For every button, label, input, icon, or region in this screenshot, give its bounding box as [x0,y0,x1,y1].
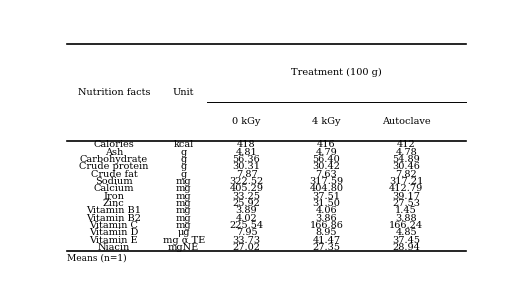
Text: 317.21: 317.21 [389,177,423,186]
Text: 3.86: 3.86 [316,214,337,223]
Text: 418: 418 [237,140,256,149]
Text: Crude fat: Crude fat [90,170,137,179]
Text: Niacin: Niacin [98,243,130,252]
Text: 412: 412 [397,140,415,149]
Text: 28.94: 28.94 [392,243,420,252]
Text: Ash: Ash [105,148,123,157]
Text: 404.80: 404.80 [309,184,343,193]
Text: Vitamin D: Vitamin D [89,228,139,237]
Text: Iron: Iron [103,192,124,201]
Text: mg α TE: mg α TE [163,236,205,244]
Text: mg: mg [176,206,191,215]
Text: 3.88: 3.88 [395,214,417,223]
Text: Crude protein: Crude protein [79,162,149,171]
Text: 33.25: 33.25 [232,192,261,201]
Text: 7.82: 7.82 [395,170,417,179]
Text: 41.47: 41.47 [313,236,341,244]
Text: 7.87: 7.87 [236,170,257,179]
Text: Zinc: Zinc [103,199,125,208]
Text: mg: mg [176,177,191,186]
Text: Vitamin C: Vitamin C [89,221,138,230]
Text: g: g [180,170,187,179]
Text: 27.35: 27.35 [313,243,341,252]
Text: 37.51: 37.51 [313,192,341,201]
Text: Unit: Unit [173,88,194,97]
Text: mg: mg [176,192,191,201]
Text: Autoclave: Autoclave [382,117,431,126]
Text: 166.24: 166.24 [389,221,423,230]
Text: 27.02: 27.02 [232,243,261,252]
Text: 166.86: 166.86 [309,221,343,230]
Text: 30.42: 30.42 [313,162,341,171]
Text: 4.02: 4.02 [236,214,257,223]
Text: mgNE: mgNE [168,243,199,252]
Text: Carbohydrate: Carbohydrate [80,155,148,164]
Text: 54.89: 54.89 [392,155,420,164]
Text: μg: μg [177,228,190,237]
Text: g: g [180,162,187,171]
Text: 30.31: 30.31 [232,162,261,171]
Text: 412.79: 412.79 [389,184,423,193]
Text: 8.95: 8.95 [316,228,337,237]
Text: g: g [180,148,187,157]
Text: Calories: Calories [94,140,134,149]
Text: 37.45: 37.45 [392,236,420,244]
Text: Vitamin B2: Vitamin B2 [86,214,141,223]
Text: 56.36: 56.36 [232,155,261,164]
Text: Calcium: Calcium [94,184,134,193]
Text: Vitamin E: Vitamin E [89,236,138,244]
Text: 3.89: 3.89 [236,206,257,215]
Text: 416: 416 [317,140,335,149]
Text: Means (n=1): Means (n=1) [67,253,127,263]
Text: 4.79: 4.79 [316,148,337,157]
Text: 4.06: 4.06 [316,206,337,215]
Text: 317.59: 317.59 [309,177,343,186]
Text: 4.78: 4.78 [395,148,417,157]
Text: 0 kGy: 0 kGy [232,117,261,126]
Text: mg: mg [176,214,191,223]
Text: 31.50: 31.50 [313,199,340,208]
Text: 4 kGy: 4 kGy [312,117,341,126]
Text: Vitamin B1: Vitamin B1 [86,206,141,215]
Text: 225.54: 225.54 [229,221,264,230]
Text: 27.53: 27.53 [392,199,420,208]
Text: 4.85: 4.85 [395,228,417,237]
Text: 405.29: 405.29 [229,184,264,193]
Text: 25.92: 25.92 [232,199,261,208]
Text: g: g [180,155,187,164]
Text: mg: mg [176,184,191,193]
Text: 30.46: 30.46 [392,162,420,171]
Text: 322.52: 322.52 [229,177,264,186]
Text: mg: mg [176,199,191,208]
Text: 39.17: 39.17 [392,192,420,201]
Text: 7.95: 7.95 [236,228,257,237]
Text: 7.63: 7.63 [316,170,337,179]
Text: 56.40: 56.40 [313,155,340,164]
Text: mg: mg [176,221,191,230]
Text: Treatment (100 g): Treatment (100 g) [291,68,382,77]
Text: 1.45: 1.45 [395,206,417,215]
Text: Nutrition facts: Nutrition facts [77,88,150,97]
Text: Sodium: Sodium [95,177,133,186]
Text: 33.73: 33.73 [232,236,261,244]
Text: 4.81: 4.81 [236,148,257,157]
Text: kcal: kcal [174,140,194,149]
